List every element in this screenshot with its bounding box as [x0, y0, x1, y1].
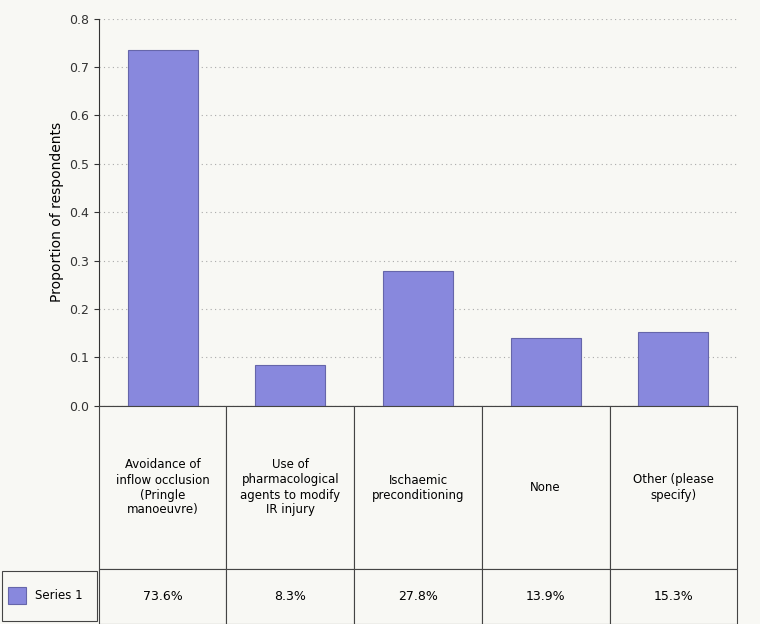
Bar — [255, 366, 325, 406]
Bar — [128, 50, 198, 406]
Text: Series 1: Series 1 — [35, 590, 82, 602]
Bar — [383, 271, 453, 406]
Bar — [511, 338, 581, 406]
Y-axis label: Proportion of respondents: Proportion of respondents — [49, 122, 64, 302]
Bar — [8, 588, 26, 604]
Bar — [638, 331, 708, 406]
